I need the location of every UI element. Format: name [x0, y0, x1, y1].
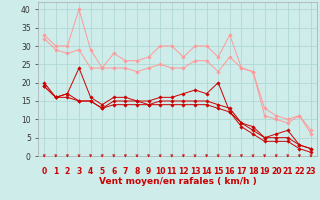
- X-axis label: Vent moyen/en rafales ( km/h ): Vent moyen/en rafales ( km/h ): [99, 178, 256, 186]
